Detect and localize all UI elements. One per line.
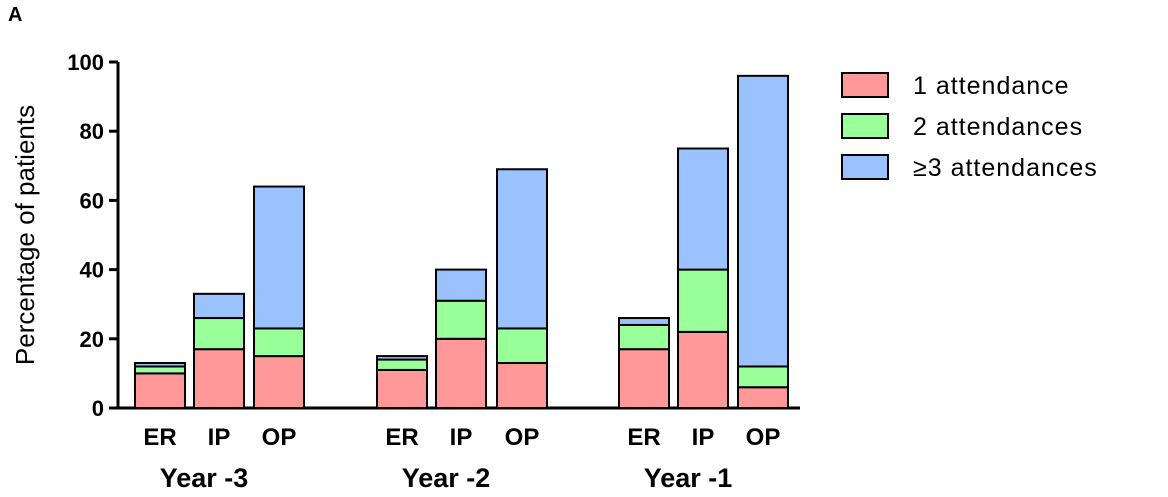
y-tick-label: 40	[80, 258, 104, 283]
legend-swatch-1	[841, 72, 889, 98]
x-category-label: ER	[627, 424, 660, 451]
x-category-label: ER	[143, 424, 176, 451]
bar-segment-series-1	[376, 368, 428, 410]
bar-segment-series-2	[193, 317, 245, 351]
y-tick-label: 80	[80, 119, 104, 144]
bar-segment-series-2	[376, 358, 428, 371]
legend-label: ≥3 attendances	[913, 154, 1098, 182]
y-tick-label: 20	[80, 327, 104, 352]
y-axis-label: Percentage of patients	[10, 105, 40, 365]
x-category-label: IP	[208, 424, 231, 451]
bar-segment-series-3	[193, 292, 245, 320]
x-category-label: OP	[262, 424, 297, 451]
legend-swatch-3	[841, 154, 889, 180]
bar-segment-series-3	[376, 355, 428, 361]
legend: 1 attendance 2 attendances ≥3 attendances	[841, 72, 1098, 182]
x-category-label: IP	[450, 424, 473, 451]
bar-segment-series-3	[677, 147, 729, 271]
bar-segment-series-2	[737, 365, 789, 389]
legend-label: 2 attendances	[913, 113, 1083, 141]
y-tick-label: 60	[80, 188, 104, 213]
bar-segment-series-2	[496, 327, 548, 365]
bar-segment-series-3	[496, 168, 548, 330]
bar-segment-series-2	[677, 268, 729, 333]
bar-segment-series-2	[435, 299, 487, 340]
legend-swatch-2	[841, 113, 889, 139]
bar-segment-series-2	[618, 323, 670, 351]
legend-label: 1 attendance	[913, 72, 1070, 100]
bar-segment-series-1	[435, 337, 487, 409]
x-category-label: ER	[385, 424, 418, 451]
x-category-label: OP	[505, 424, 540, 451]
bar-segment-series-1	[134, 372, 186, 409]
x-category-label: IP	[692, 424, 715, 451]
bar-segment-series-1	[496, 362, 548, 409]
bar-segment-series-1	[677, 330, 729, 410]
bar-segment-series-2	[253, 327, 305, 358]
bar-segment-series-3	[435, 268, 487, 302]
bar-segment-series-3	[618, 317, 670, 326]
bar-segment-series-1	[253, 355, 305, 410]
panel-label: A	[8, 4, 23, 26]
x-group-label: Year -1	[644, 463, 733, 493]
bar-segment-series-2	[134, 365, 186, 375]
bar-segment-series-3	[253, 185, 305, 330]
bar-segment-series-3	[134, 362, 186, 368]
x-group-label: Year -2	[402, 463, 491, 493]
plot-area: 0 20 40 60 80 100 Percentage of patients ER IP OP…	[10, 50, 800, 493]
y-tick-label: 100	[67, 50, 104, 75]
bar-segment-series-1	[193, 348, 245, 409]
y-tick-label: 0	[92, 396, 104, 421]
x-category-label: OP	[746, 424, 781, 451]
bar-segment-series-3	[737, 74, 789, 368]
x-group-label: Year -3	[160, 463, 249, 493]
bar-segment-series-1	[618, 348, 670, 409]
bar-segment-series-1	[737, 386, 789, 409]
